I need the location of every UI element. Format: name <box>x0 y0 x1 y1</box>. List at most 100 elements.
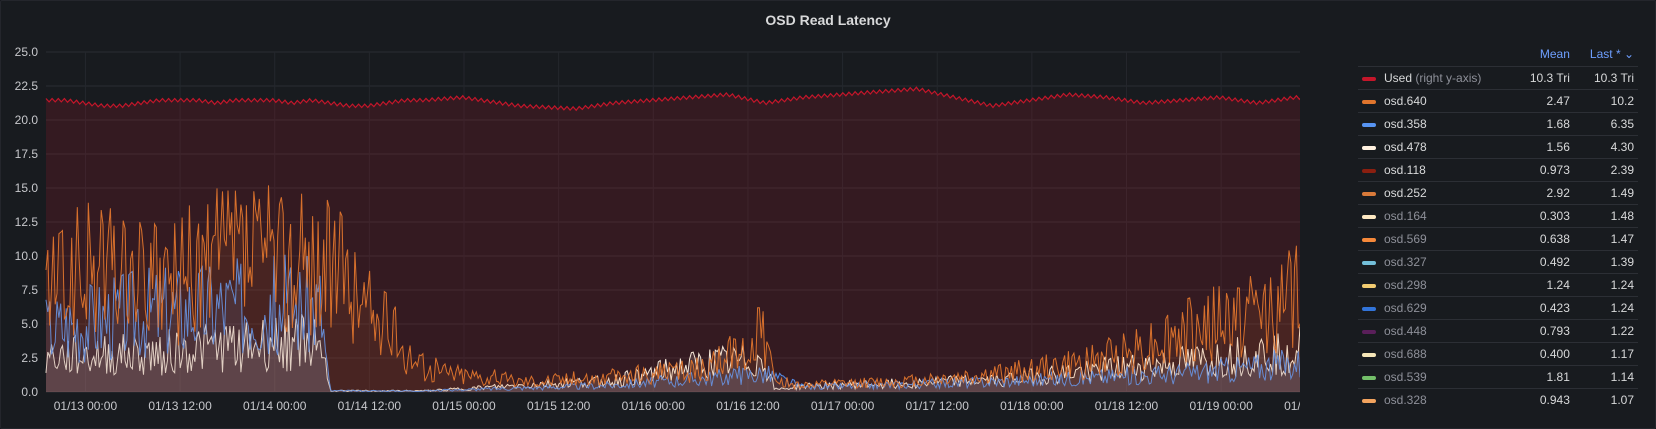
legend-series-name: osd.629 <box>1384 301 1427 315</box>
panel-title: OSD Read Latency <box>765 12 891 28</box>
y-left-tick-label: 0.0 <box>21 385 38 399</box>
x-tick-label: 01/19 12:00 <box>1284 399 1300 413</box>
y-left-tick-label: 22.5 <box>15 79 39 93</box>
legend-row[interactable]: osd.640 2.47 10.2 <box>1358 89 1638 113</box>
x-tick-label: 01/17 00:00 <box>811 399 875 413</box>
legend-swatch <box>1362 352 1376 357</box>
legend-row[interactable]: osd.252 2.92 1.49 <box>1358 181 1638 205</box>
legend-mean: 0.423 <box>1514 296 1574 320</box>
legend-mean: 1.56 <box>1514 135 1574 159</box>
legend-row[interactable]: osd.164 0.303 1.48 <box>1358 204 1638 228</box>
legend-mean: 2.47 <box>1514 89 1574 113</box>
legend-row[interactable]: osd.358 1.68 6.35 <box>1358 112 1638 136</box>
y-left-tick-label: 25.0 <box>15 45 39 59</box>
x-tick-label: 01/14 12:00 <box>338 399 402 413</box>
legend-axis-note: (right y-axis) <box>1412 71 1482 85</box>
series-osd-478-area <box>46 314 1300 392</box>
legend-series-name: osd.569 <box>1384 232 1427 246</box>
legend-series-name: osd.478 <box>1384 140 1427 154</box>
legend-mean: 1.81 <box>1514 365 1574 389</box>
x-tick-label: 01/19 00:00 <box>1189 399 1253 413</box>
legend-row[interactable]: osd.448 0.793 1.22 <box>1358 319 1638 343</box>
legend-swatch <box>1362 398 1376 403</box>
series-osd-640-area <box>46 185 1300 392</box>
legend-series-name: osd.164 <box>1384 209 1427 223</box>
legend-series-name: Used <box>1384 71 1413 85</box>
legend-mean: 0.303 <box>1514 204 1574 228</box>
legend-table: Mean Last * ⌄ Used (right y-axis) 10.3 Tr… <box>1358 44 1638 411</box>
x-tick-label: 01/15 00:00 <box>432 399 496 413</box>
legend-row[interactable]: osd.327 0.492 1.39 <box>1358 250 1638 274</box>
legend-mean: 0.638 <box>1514 227 1574 251</box>
legend-last: 1.49 <box>1573 181 1638 205</box>
legend-swatch <box>1362 237 1376 242</box>
legend-mean: 10.3 Tri <box>1514 66 1574 90</box>
legend-series-name: osd.688 <box>1384 347 1427 361</box>
legend-row[interactable]: osd.629 0.423 1.24 <box>1358 296 1638 320</box>
x-tick-label: 01/16 12:00 <box>716 399 780 413</box>
legend-last: 4.30 <box>1573 135 1638 159</box>
legend-last: 1.24 <box>1573 296 1638 320</box>
legend-last: 2.39 <box>1573 158 1638 182</box>
y-left-tick-label: 12.5 <box>15 215 39 229</box>
legend-header-last[interactable]: Last * ⌄ <box>1589 47 1634 61</box>
legend-row[interactable]: osd.688 0.400 1.17 <box>1358 342 1638 366</box>
legend-header-mean[interactable]: Mean <box>1539 47 1570 61</box>
y-left-tick-label: 15.0 <box>15 181 39 195</box>
legend-series-name: osd.448 <box>1384 324 1427 338</box>
legend-series-name: osd.298 <box>1384 278 1427 292</box>
y-left-tick-label: 2.5 <box>21 351 38 365</box>
legend-series-name: osd.118 <box>1384 163 1426 177</box>
legend-series-name: osd.539 <box>1384 370 1427 384</box>
series-used-line <box>45 86 1300 112</box>
legend-mean: 0.400 <box>1514 342 1574 366</box>
legend-last: 1.39 <box>1573 250 1638 274</box>
legend-row[interactable]: Used (right y-axis) 10.3 Tri 10.3 Tri <box>1358 66 1638 90</box>
legend-mean: 1.68 <box>1514 112 1574 136</box>
legend-row[interactable]: osd.539 1.81 1.14 <box>1358 365 1638 389</box>
legend-series-name: osd.358 <box>1384 117 1427 131</box>
legend-swatch <box>1362 306 1376 311</box>
x-tick-label: 01/14 00:00 <box>243 399 307 413</box>
legend-mean: 0.793 <box>1514 319 1574 343</box>
legend-series-name: osd.327 <box>1384 255 1427 269</box>
legend-mean: 2.92 <box>1514 181 1574 205</box>
series-osd-640-line <box>45 185 1300 391</box>
legend-series-name: osd.640 <box>1384 94 1427 108</box>
legend-last: 1.14 <box>1573 365 1638 389</box>
legend-row[interactable]: osd.118 0.973 2.39 <box>1358 158 1638 182</box>
legend-last: 1.17 <box>1573 342 1638 366</box>
legend-mean: 0.492 <box>1514 250 1574 274</box>
y-left-tick-label: 10.0 <box>15 249 39 263</box>
series-osd-358-line <box>45 254 1300 393</box>
legend-last: 10.2 <box>1573 89 1638 113</box>
legend-last: 1.48 <box>1573 204 1638 228</box>
legend-row[interactable]: osd.478 1.56 4.30 <box>1358 135 1638 159</box>
legend-row[interactable]: osd.298 1.24 1.24 <box>1358 273 1638 297</box>
legend-last: 1.47 <box>1573 227 1638 251</box>
legend-series-name: osd.328 <box>1384 393 1427 407</box>
legend-swatch <box>1362 145 1376 150</box>
x-tick-label: 01/18 12:00 <box>1095 399 1159 413</box>
legend-swatch <box>1362 191 1376 196</box>
legend-last: 10.3 Tri <box>1573 66 1638 90</box>
legend-last: 6.35 <box>1573 112 1638 136</box>
x-tick-label: 01/13 12:00 <box>148 399 212 413</box>
legend-swatch <box>1362 122 1376 127</box>
legend-swatch <box>1362 76 1376 81</box>
legend-swatch <box>1362 260 1376 265</box>
legend-row[interactable]: osd.569 0.638 1.47 <box>1358 227 1638 251</box>
x-tick-label: 01/18 00:00 <box>1000 399 1064 413</box>
x-tick-label: 01/15 12:00 <box>527 399 591 413</box>
y-left-tick-label: 7.5 <box>21 283 38 297</box>
legend-swatch <box>1362 283 1376 288</box>
legend-row[interactable]: osd.328 0.943 1.07 <box>1358 388 1638 411</box>
legend-swatch <box>1362 214 1376 219</box>
legend-mean: 0.973 <box>1514 158 1574 182</box>
x-tick-label: 01/17 12:00 <box>906 399 970 413</box>
y-left-tick-label: 17.5 <box>15 147 39 161</box>
legend-series-name: osd.252 <box>1384 186 1427 200</box>
legend-mean: 0.943 <box>1514 388 1574 411</box>
x-tick-label: 01/16 00:00 <box>622 399 686 413</box>
legend-swatch <box>1362 168 1376 173</box>
